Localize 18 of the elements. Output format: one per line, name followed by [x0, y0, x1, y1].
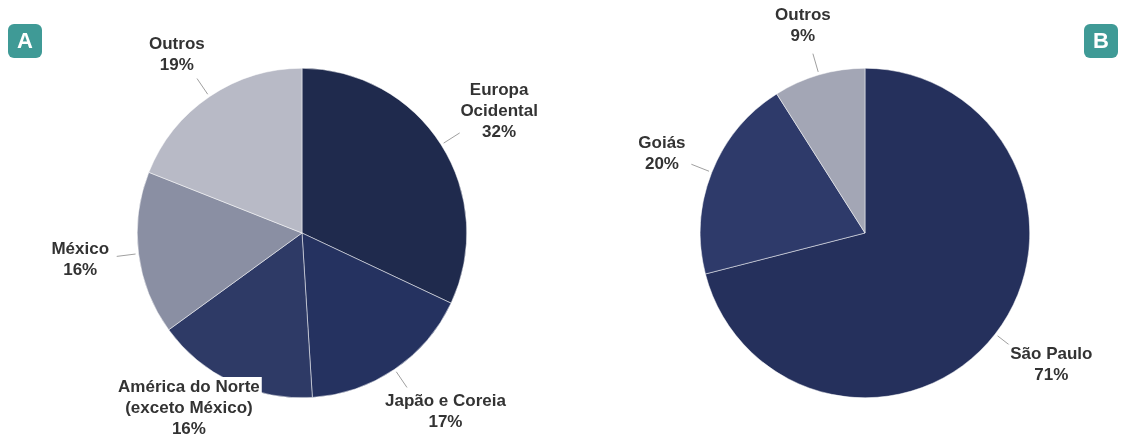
data-label: 32% — [482, 122, 517, 142]
data-label: 16% — [171, 419, 206, 439]
data-label: 9% — [790, 26, 816, 45]
slice-label: Goiás — [638, 132, 686, 152]
data-label: 20% — [644, 153, 679, 173]
text: A — [17, 28, 34, 54]
data-label: 71% — [1034, 365, 1069, 385]
slice-label: México — [51, 239, 110, 259]
slice-label: São Paulo — [1010, 344, 1093, 364]
data-label: 16% — [63, 260, 98, 280]
slice-label: Outros — [149, 33, 205, 53]
slice-label: Japão e Coreia — [384, 390, 507, 410]
data-label: 19% — [159, 54, 194, 74]
text: B — [1093, 28, 1109, 54]
slice-label: Outros — [775, 5, 831, 24]
data-label: 17% — [428, 411, 463, 431]
slice-label: América do Norte (exceto México) — [118, 377, 260, 418]
slice-label: Europa Ocidental — [460, 80, 538, 121]
